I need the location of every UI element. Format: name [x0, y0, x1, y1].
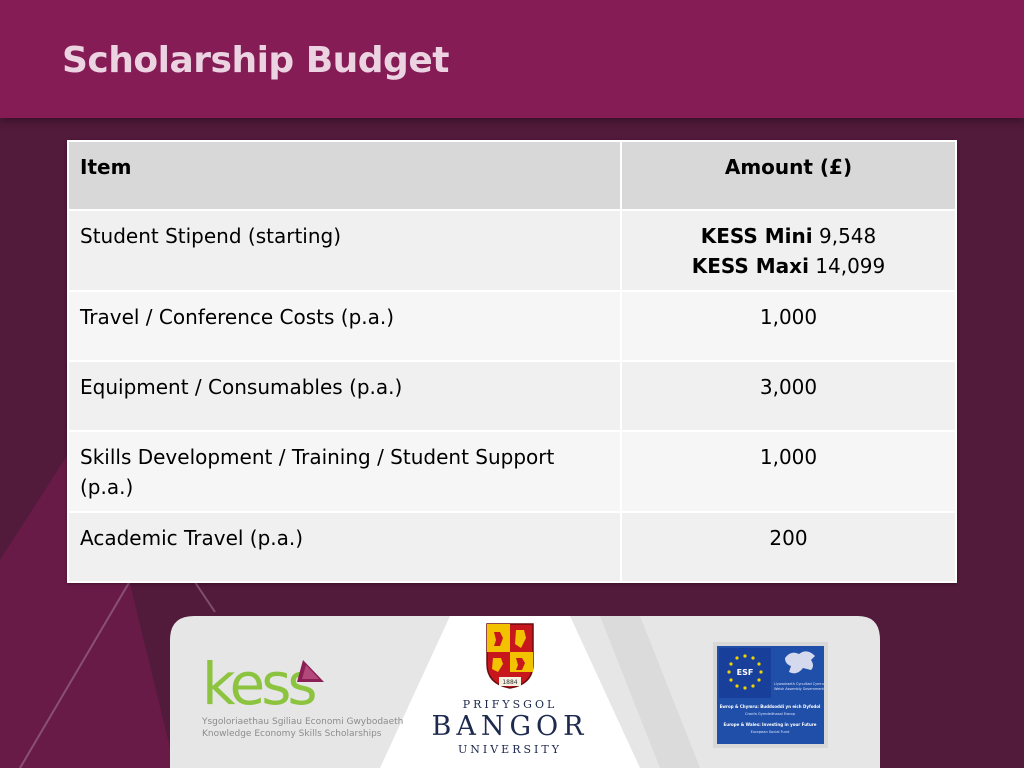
esf-tagline-en: Europe & Wales: Investing in your Future [723, 722, 816, 727]
esf-tagline-cy: Ewrop & Chymru: Buddsoddi yn eich Dyfodo… [720, 704, 821, 709]
table-header-row: Item Amount (£) [67, 140, 957, 211]
bangor-line2: BANGOR [431, 711, 589, 742]
kess-subtitle-welsh: Ysgoloriaethau Sgiliau Economi Gwybodaet… [202, 717, 404, 727]
kess-maxi-value: 14,099 [808, 254, 886, 278]
bangor-line3: UNIVERSITY [458, 743, 562, 756]
crest-year: 1884 [502, 679, 517, 686]
kess-maxi-label: KESS Maxi [691, 254, 809, 278]
cell-amount: 200 [620, 511, 957, 583]
bangor-line1: PRIFYSGOL [462, 698, 558, 711]
kess-mini-value: 9,548 [812, 224, 877, 248]
esf-welsh-gov-en: Welsh Assembly Government [774, 687, 824, 691]
table-row: Student Stipend (starting) KESS Mini 9,5… [67, 209, 957, 292]
eu-stars-icon [727, 654, 763, 690]
cell-amount: 1,000 [620, 290, 957, 362]
bangor-university-logo: 1884 PRIFYSGOL BANGOR UNIVERSITY [420, 622, 600, 756]
cell-item: Equipment / Consumables (p.a.) [67, 360, 622, 432]
table-row: Skills Development / Training / Student … [67, 430, 957, 513]
kess-logo: kess [202, 650, 324, 712]
header-amount: Amount (£) [620, 140, 957, 211]
budget-table: Item Amount (£) Student Stipend (startin… [67, 140, 957, 583]
cell-item: Student Stipend (starting) [67, 209, 622, 292]
esf-fund-en: European Social Fund [751, 730, 790, 734]
esf-badge: ESF [737, 668, 754, 677]
kess-subtitle-english: Knowledge Economy Skills Scholarships [202, 729, 382, 739]
title-bar: Scholarship Budget [0, 0, 1024, 118]
cell-amount: 1,000 [620, 430, 957, 513]
welsh-dragon-icon [785, 651, 815, 674]
table-row: Equipment / Consumables (p.a.) 3,000 [67, 360, 957, 432]
esf-welsh-gov: Llywodraeth Cynulliad Cymru [774, 682, 824, 686]
bangor-crest-icon: 1884 [486, 623, 534, 689]
cell-amount-stipend: KESS Mini 9,548 KESS Maxi 14,099 [620, 209, 957, 292]
esf-fund-cy: Cronfa Gymdeithasol Ewrop [745, 712, 796, 716]
cell-item: Travel / Conference Costs (p.a.) [67, 290, 622, 362]
table-row: Travel / Conference Costs (p.a.) 1,000 [67, 290, 957, 362]
header-item: Item [67, 140, 622, 211]
cell-item: Academic Travel (p.a.) [67, 511, 622, 583]
slide-title: Scholarship Budget [62, 40, 449, 81]
esf-logo: ESF Llywodraeth Cynulliad Cymru Welsh As… [713, 642, 828, 748]
cell-item: Skills Development / Training / Student … [67, 430, 622, 513]
cell-amount: 3,000 [620, 360, 957, 432]
kess-subtitle: Ysgoloriaethau Sgiliau Economi Gwybodaet… [202, 716, 403, 740]
kess-mini-label: KESS Mini [700, 224, 813, 248]
table-row: Academic Travel (p.a.) 200 [67, 511, 957, 583]
